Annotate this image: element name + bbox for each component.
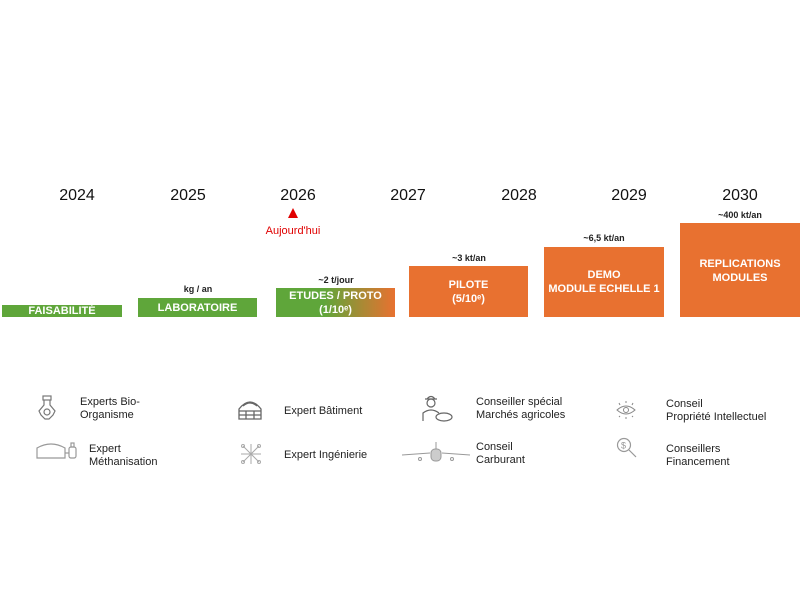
expert-ingenierie: Expert Ingénierie bbox=[284, 449, 368, 461]
today-label: Aujourd'hui bbox=[265, 225, 321, 237]
phase-title: REPLICATIONS bbox=[699, 258, 781, 270]
conseillers-financement: Conseillers Financement bbox=[666, 443, 730, 468]
year-label: 2026 bbox=[280, 187, 316, 204]
eye-icon bbox=[616, 401, 636, 419]
phase-laboratoire: LABORATOIRE bbox=[138, 298, 257, 317]
year-label: 2028 bbox=[501, 187, 537, 204]
expert-bio-organisme: Experts Bio- Organisme bbox=[80, 396, 140, 421]
phase-scale: MODULES bbox=[712, 272, 768, 284]
year-label: 2027 bbox=[390, 187, 426, 204]
phase-title: FAISABILITÉ bbox=[28, 305, 96, 317]
phase-capacity: ~6,5 kt/an bbox=[583, 233, 625, 243]
airplane-icon bbox=[401, 442, 471, 462]
expert-batiment: Expert Bâtiment bbox=[284, 405, 363, 417]
conseiller-marches-agricoles: Conseiller spécial Marchés agricoles bbox=[476, 396, 566, 421]
phase-capacity: ~2 t/jour bbox=[318, 275, 354, 285]
conseil-carburant: Conseil Carburant bbox=[476, 441, 525, 466]
expert-methanisation: Expert Méthanisation bbox=[89, 443, 158, 468]
farmer-pig-icon bbox=[422, 395, 453, 422]
phase-scale: (1/10ᵉ) bbox=[319, 303, 352, 316]
phase-demo: DEMO MODULE ECHELLE 1 bbox=[544, 247, 664, 317]
phase-faisabilite: FAISABILITÉ bbox=[2, 305, 122, 317]
phase-capacity: kg / an bbox=[183, 284, 213, 294]
dollar-search-icon: $ bbox=[616, 437, 637, 458]
phase-replications: REPLICATIONS MODULES bbox=[680, 223, 800, 317]
year-label: 2025 bbox=[170, 187, 206, 204]
year-label: 2024 bbox=[59, 187, 95, 204]
greenhouse-icon bbox=[238, 401, 262, 420]
flask-gear-icon bbox=[38, 395, 56, 420]
phase-capacity: ~400 kt/an bbox=[718, 210, 762, 220]
digester-icon bbox=[36, 442, 77, 459]
phase-title: ETUDES / PROTO bbox=[289, 289, 382, 302]
year-label: 2030 bbox=[722, 187, 758, 204]
phase-capacity: ~3 kt/an bbox=[452, 253, 486, 263]
phase-title: PILOTE bbox=[448, 278, 489, 291]
phase-title: LABORATOIRE bbox=[157, 301, 238, 314]
phase-etudes-proto: ETUDES / PROTO (1/10ᵉ) bbox=[276, 288, 395, 317]
year-label: 2029 bbox=[611, 187, 647, 204]
conseil-propriete-intellectuelle: Conseil Propriété Intellectuel bbox=[666, 398, 767, 423]
network-icon bbox=[241, 444, 261, 464]
phase-scale: MODULE ECHELLE 1 bbox=[548, 283, 660, 295]
phase-pilote: PILOTE (5/10ᵉ) bbox=[409, 266, 528, 317]
today-marker-icon bbox=[288, 208, 298, 218]
svg-text:$: $ bbox=[621, 441, 626, 451]
phase-title: DEMO bbox=[587, 269, 621, 281]
phase-scale: (5/10ᵉ) bbox=[452, 292, 485, 305]
